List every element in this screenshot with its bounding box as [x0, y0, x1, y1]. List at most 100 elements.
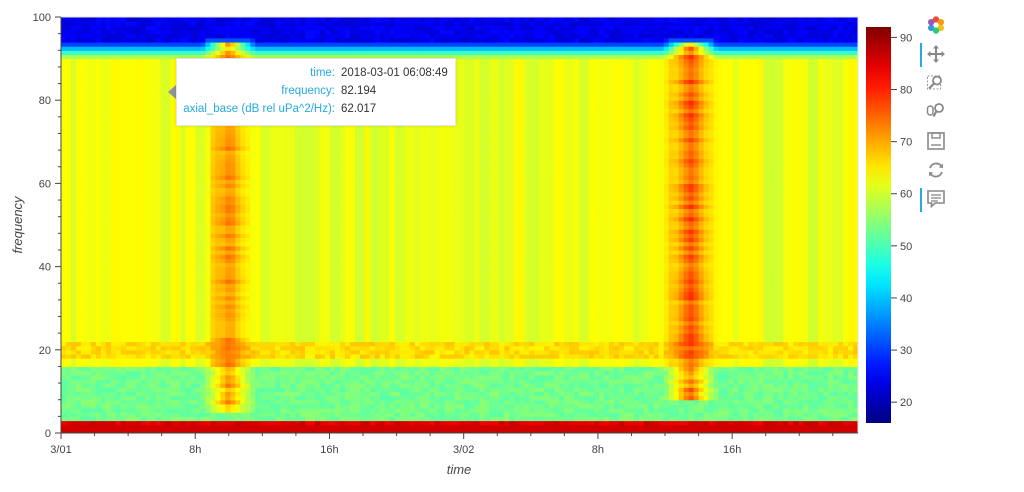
- heatmap-cell: [95, 200, 102, 205]
- heatmap-cell: [295, 154, 301, 160]
- heatmap-cell: [85, 204, 92, 209]
- heatmap-cell: [120, 179, 127, 184]
- heatmap-cell: [240, 399, 246, 405]
- heatmap-cell: [145, 391, 152, 397]
- heatmap-cell: [135, 125, 142, 130]
- heatmap-cell: [210, 362, 217, 368]
- heatmap-cell: [85, 291, 92, 297]
- heatmap-cell: [245, 245, 251, 251]
- heatmap-cell: [205, 166, 212, 172]
- heatmap-cell: [135, 337, 142, 343]
- heatmap-cell: [215, 428, 221, 433]
- heatmap-cell: [61, 112, 67, 118]
- heatmap-cell: [300, 175, 306, 180]
- heatmap-cell: [115, 220, 122, 226]
- heatmap-cell: [105, 175, 112, 180]
- heatmap-cell: [75, 341, 82, 347]
- heatmap-cell: [61, 225, 67, 230]
- heatmap-cell: [190, 345, 197, 351]
- heatmap-cell: [200, 312, 207, 318]
- heatmap-cell: [215, 204, 221, 209]
- heatmap-cell: [90, 304, 97, 309]
- heatmap-cell: [270, 162, 276, 168]
- heatmap-cell: [235, 308, 241, 313]
- heatmap-cell: [250, 245, 256, 251]
- heatmap-cell: [270, 374, 276, 380]
- heatmap-cell: [105, 374, 112, 380]
- heatmap-cell: [125, 75, 132, 80]
- heatmap-cell: [115, 129, 122, 135]
- heatmap-cell: [145, 249, 152, 255]
- heatmap-cell: [255, 353, 261, 359]
- heatmap-cell: [80, 408, 87, 413]
- heatmap-cell: [230, 204, 236, 209]
- heatmap-cell: [165, 316, 172, 322]
- heatmap-cell: [265, 279, 271, 284]
- heatmap-cell: [255, 225, 261, 230]
- heatmap-cell: [70, 141, 77, 147]
- heatmap-cell: [235, 324, 241, 330]
- heatmap-cell: [95, 337, 102, 343]
- heatmap-cell: [250, 141, 256, 147]
- heatmap-cell: [160, 79, 167, 85]
- heatmap-cell: [170, 312, 177, 318]
- heatmap-cell: [155, 200, 162, 205]
- heatmap-cell: [105, 54, 112, 60]
- heatmap-cell: [160, 191, 167, 197]
- heatmap-cell: [160, 358, 167, 363]
- heatmap-cell: [210, 254, 217, 259]
- heatmap-cell: [160, 237, 167, 243]
- heatmap-cell: [95, 175, 102, 180]
- heatmap-cell: [145, 408, 152, 413]
- heatmap-cell: [250, 145, 256, 151]
- heatmap-cell: [130, 283, 137, 288]
- heatmap-cell: [120, 395, 127, 401]
- heatmap-cell: [170, 150, 177, 155]
- heatmap-cell: [255, 41, 261, 47]
- heatmap-cell: [185, 46, 192, 51]
- heatmap-cell: [225, 212, 231, 218]
- heatmap-cell: [270, 170, 276, 176]
- heatmap-cell: [180, 262, 187, 268]
- heatmap-cell: [125, 21, 132, 26]
- heatmap-cell: [61, 166, 67, 172]
- heatmap-cell: [150, 399, 157, 405]
- heatmap-cell: [145, 341, 152, 347]
- heatmap-cell: [270, 125, 276, 130]
- heatmap-cell: [115, 108, 122, 114]
- heatmap-cell: [215, 229, 221, 234]
- heatmap-cell: [95, 274, 102, 280]
- heatmap-cell: [190, 329, 197, 334]
- heatmap-cell: [135, 349, 142, 355]
- heatmap-cell: [260, 416, 266, 422]
- heatmap-cell: [75, 241, 82, 247]
- heatmap-cell: [70, 262, 77, 268]
- heatmap-cell: [285, 150, 291, 155]
- heatmap-cell: [85, 129, 92, 135]
- heatmap-cell: [260, 370, 266, 376]
- heatmap-cell: [105, 287, 112, 293]
- heatmap-cell: [285, 374, 291, 380]
- heatmap-cell: [155, 216, 162, 222]
- heatmap-cell: [145, 403, 152, 409]
- heatmap-cell: [90, 200, 97, 205]
- heatmap-cell: [230, 233, 236, 239]
- heatmap-cell: [100, 91, 107, 97]
- heatmap-cell: [240, 237, 246, 243]
- heatmap-cell: [165, 349, 172, 355]
- heatmap-cell: [70, 324, 77, 330]
- heatmap-cell: [250, 212, 256, 218]
- heatmap-cell: [220, 141, 226, 147]
- heatmap-cell: [160, 353, 167, 359]
- plot-area[interactable]: [61, 17, 859, 434]
- heatmap-cell: [275, 46, 281, 51]
- heatmap-cell: [130, 191, 137, 197]
- heatmap-cell: [115, 274, 122, 280]
- heatmap-cell: [185, 383, 192, 388]
- heatmap-cell: [225, 46, 231, 51]
- heatmap-cell: [145, 37, 152, 43]
- heatmap-cell: [140, 287, 147, 293]
- heatmap-cell: [120, 116, 127, 122]
- heatmap-cell: [85, 104, 92, 110]
